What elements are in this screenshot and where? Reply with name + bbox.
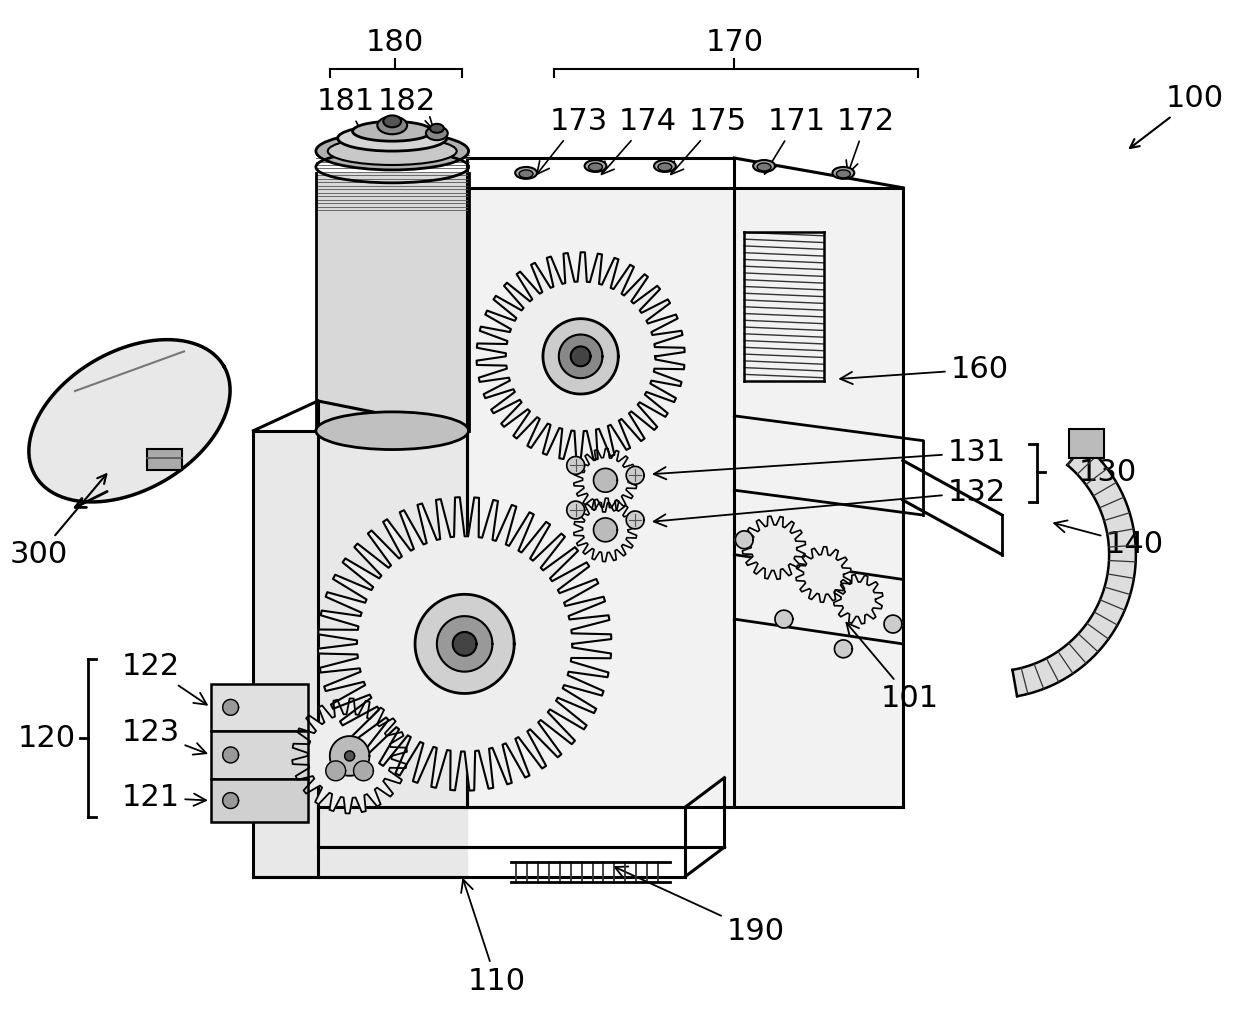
Polygon shape	[476, 252, 684, 461]
Ellipse shape	[520, 170, 533, 178]
Text: 171: 171	[765, 107, 826, 174]
Polygon shape	[574, 448, 637, 512]
Polygon shape	[253, 431, 466, 877]
Polygon shape	[453, 632, 476, 656]
Text: 123: 123	[122, 718, 206, 755]
Ellipse shape	[758, 163, 771, 171]
Text: 140: 140	[1054, 520, 1164, 559]
Text: 131: 131	[653, 438, 1006, 479]
Polygon shape	[293, 698, 407, 813]
Bar	[211, 684, 308, 731]
Ellipse shape	[316, 133, 469, 170]
Bar	[211, 779, 308, 822]
Text: 173: 173	[537, 107, 608, 174]
Polygon shape	[223, 747, 238, 763]
Text: 100: 100	[1130, 84, 1224, 148]
Text: 122: 122	[122, 652, 207, 704]
Polygon shape	[436, 616, 492, 671]
Polygon shape	[626, 511, 644, 528]
Bar	[148, 448, 182, 471]
Ellipse shape	[584, 160, 606, 172]
Ellipse shape	[589, 163, 603, 171]
Polygon shape	[626, 467, 644, 484]
Text: 300: 300	[10, 474, 107, 570]
Polygon shape	[326, 761, 346, 780]
Ellipse shape	[383, 115, 402, 127]
Polygon shape	[567, 456, 584, 474]
Ellipse shape	[430, 123, 444, 133]
Polygon shape	[796, 547, 851, 602]
Ellipse shape	[316, 412, 469, 449]
Polygon shape	[743, 516, 806, 580]
Polygon shape	[29, 339, 231, 502]
Text: 190: 190	[615, 867, 785, 946]
Text: 175: 175	[671, 107, 746, 175]
Text: 182: 182	[378, 87, 436, 130]
Text: 160: 160	[841, 355, 1008, 384]
Polygon shape	[345, 751, 355, 761]
Ellipse shape	[653, 160, 676, 172]
Ellipse shape	[837, 170, 851, 178]
Polygon shape	[415, 594, 515, 694]
Polygon shape	[223, 699, 238, 715]
Polygon shape	[835, 639, 852, 658]
Ellipse shape	[352, 121, 432, 141]
Polygon shape	[884, 615, 901, 633]
Ellipse shape	[515, 167, 537, 179]
Polygon shape	[775, 611, 792, 628]
Polygon shape	[594, 469, 618, 492]
Text: 120: 120	[17, 724, 76, 752]
Text: 130: 130	[1079, 457, 1137, 487]
Polygon shape	[594, 518, 618, 542]
Bar	[316, 173, 469, 431]
Text: 121: 121	[122, 783, 206, 812]
Text: 174: 174	[601, 107, 677, 175]
Ellipse shape	[753, 160, 775, 172]
Ellipse shape	[427, 126, 448, 140]
Text: 132: 132	[653, 478, 1006, 526]
Ellipse shape	[337, 125, 446, 151]
Polygon shape	[833, 575, 883, 624]
Text: 180: 180	[366, 28, 424, 57]
Bar	[1069, 429, 1104, 458]
Ellipse shape	[377, 116, 407, 135]
Polygon shape	[570, 346, 590, 366]
Ellipse shape	[658, 163, 672, 171]
Polygon shape	[1012, 444, 1136, 696]
Polygon shape	[317, 498, 611, 791]
Polygon shape	[574, 499, 637, 561]
Bar	[211, 731, 308, 779]
Text: 172: 172	[837, 107, 895, 174]
Text: 101: 101	[847, 623, 939, 713]
Ellipse shape	[832, 167, 854, 179]
Ellipse shape	[327, 137, 456, 164]
Text: 110: 110	[461, 880, 526, 995]
Polygon shape	[567, 501, 584, 519]
Polygon shape	[735, 530, 753, 549]
Polygon shape	[330, 736, 370, 776]
Polygon shape	[353, 761, 373, 780]
Text: 170: 170	[706, 28, 764, 57]
Polygon shape	[543, 319, 619, 394]
Text: 181: 181	[316, 87, 374, 154]
Polygon shape	[223, 793, 238, 808]
Bar	[466, 188, 903, 808]
Polygon shape	[559, 334, 603, 378]
